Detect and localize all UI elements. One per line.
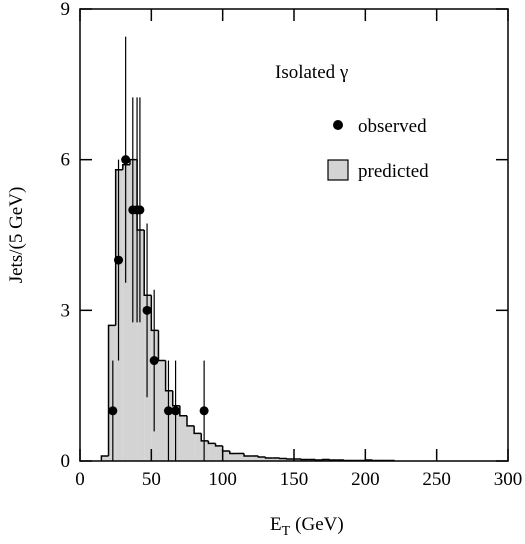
hist-bar: [172, 405, 180, 461]
legend-label: observed: [358, 116, 427, 137]
legend-title: Isolated γ: [275, 62, 348, 83]
x-tick-label: 100: [208, 469, 237, 490]
hist-bar: [236, 453, 245, 461]
hist-outline: [150, 295, 159, 332]
data-point: [149, 356, 159, 366]
y-axis-label: Jets/(5 GeV): [6, 187, 27, 284]
data-point: [142, 305, 152, 315]
hist-bar: [244, 455, 252, 461]
hist-bar: [101, 455, 109, 461]
hist-bar: [208, 443, 216, 461]
hist-outline: [114, 168, 123, 326]
hist-bar: [272, 457, 280, 461]
hist-outline: [314, 459, 323, 461]
hist-bar: [108, 325, 116, 461]
data-point: [135, 205, 145, 215]
hist-bar: [144, 295, 152, 461]
y-tick-label: 0: [61, 451, 71, 472]
hist-bar: [301, 459, 309, 461]
hist-bar: [115, 169, 123, 461]
hist-outline: [122, 163, 130, 170]
hist-outline: [257, 455, 266, 458]
hist-outline: [321, 458, 330, 461]
y-tick-label: 3: [61, 300, 71, 321]
x-axis-label: ET (GeV): [270, 514, 344, 539]
hist-bar: [201, 440, 209, 461]
hist-outline: [186, 415, 195, 427]
x-tick-label: 300: [494, 469, 523, 490]
legend-swatch: [327, 159, 349, 181]
x-tick-label: 50: [142, 469, 161, 490]
hist-bar: [179, 415, 187, 461]
hist-outline: [179, 405, 187, 417]
hist-outline: [107, 324, 116, 456]
y-tick-label: 9: [61, 0, 71, 20]
x-tick-label: 0: [75, 469, 85, 490]
data-point: [163, 406, 173, 416]
x-label-unit: (GeV): [295, 514, 344, 535]
hist-bar: [308, 459, 316, 461]
hist-bar: [322, 459, 330, 461]
x-tick-label: 150: [280, 469, 309, 490]
x-label-main: E: [270, 514, 282, 535]
hist-outline: [207, 440, 216, 445]
hist-bar: [222, 450, 230, 461]
hist-outline: [164, 360, 173, 392]
hist-bar: [258, 456, 266, 461]
hist-bar: [229, 453, 237, 461]
hist-bar: [251, 455, 259, 461]
data-point: [108, 406, 118, 416]
hist-bar: [194, 433, 202, 461]
hist-outline: [157, 330, 166, 362]
hist-bar: [286, 458, 294, 461]
hist-outline: [214, 443, 223, 447]
y-tick-label: 6: [61, 150, 71, 171]
hist-bar: [215, 445, 223, 461]
x-tick-label: 200: [351, 469, 380, 490]
hist-outline: [278, 457, 287, 460]
hist-outline: [328, 459, 337, 461]
hist-outline: [300, 458, 309, 461]
hist-outline: [193, 425, 202, 435]
hist-outline: [200, 433, 209, 442]
hist-outline: [229, 450, 237, 455]
data-point: [171, 406, 181, 416]
hist-outline: [286, 458, 294, 460]
hist-bar: [279, 458, 287, 461]
hist-outline: [143, 229, 152, 297]
hist-bar: [129, 159, 138, 461]
x-tick-label: 250: [422, 469, 451, 490]
hist-outline: [136, 159, 145, 231]
hist-outline: [100, 455, 109, 461]
hist-bar: [165, 390, 173, 461]
hist-bar: [158, 360, 166, 461]
legend-label: predicted: [358, 161, 429, 182]
hist-bar: [265, 457, 273, 461]
data-point: [121, 155, 131, 165]
hist-outline: [221, 445, 230, 452]
hist-bar: [294, 458, 302, 461]
x-label-sub: T: [282, 524, 291, 539]
legend-marker: [333, 120, 343, 130]
data-point: [114, 255, 124, 265]
hist-outline: [264, 456, 273, 459]
hist-bar: [151, 330, 159, 461]
hist-bar: [137, 229, 145, 461]
data-point: [199, 406, 209, 416]
hist-bar: [122, 164, 130, 461]
hist-bar: [187, 425, 195, 461]
hist-outline: [171, 390, 180, 407]
hist-outline: [243, 453, 252, 457]
